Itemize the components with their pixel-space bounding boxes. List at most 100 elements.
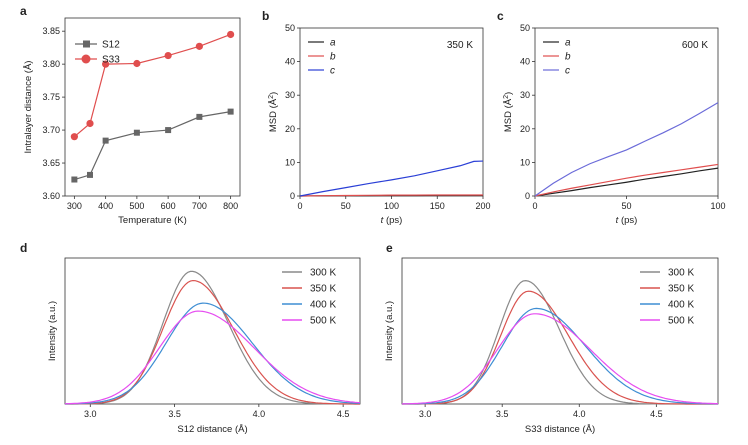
y-tick-label: 3.75 <box>42 92 60 102</box>
y-tick-label: 30 <box>285 90 295 100</box>
x-tick-label: 100 <box>710 201 725 211</box>
x-axis-label: t (ps) <box>381 215 403 226</box>
data-point <box>86 119 94 128</box>
data-point <box>70 133 78 141</box>
series-line-c <box>534 102 719 197</box>
y-tick-label: 40 <box>285 57 295 67</box>
x-tick-label: 0 <box>297 201 302 211</box>
x-tick-label: 700 <box>192 201 207 211</box>
series-curve-300K <box>65 270 360 405</box>
data-point <box>133 59 141 68</box>
x-tick-label: 3.0 <box>419 409 432 419</box>
legend-label: 350 K <box>668 284 694 295</box>
temperature-annotation: 350 K <box>447 40 473 51</box>
y-tick-label: 10 <box>285 157 295 167</box>
data-point <box>196 113 203 120</box>
legend-label: b <box>565 52 571 63</box>
y-tick-label: 3.60 <box>42 191 60 201</box>
x-tick-label: 3.5 <box>496 409 509 419</box>
x-tick-label: 4.0 <box>573 409 586 419</box>
panel-b: b 0 50 100 150 200 0 10 20 30 40 50 t (ps) MSD (Å2) 35… <box>262 9 491 226</box>
legend-label: S12 <box>102 40 120 51</box>
y-tick-label: 3.70 <box>42 125 60 135</box>
data-point <box>133 129 140 136</box>
legend-label: 500 K <box>310 316 336 327</box>
y-tick-label: 3.65 <box>42 158 60 168</box>
y-tick-label: 30 <box>520 90 530 100</box>
legend-label: S33 <box>102 55 120 66</box>
x-tick-label: 600 <box>161 201 176 211</box>
y-axis-label: MSD (Å2) <box>268 92 279 132</box>
data-point <box>227 30 235 39</box>
series-line-S12 <box>74 111 231 181</box>
y-tick-label: 0 <box>290 191 295 201</box>
x-tick-label: 4.5 <box>650 409 663 419</box>
plot-frame-d <box>64 257 361 405</box>
legend-marker <box>83 40 90 48</box>
series-curve-400K <box>65 302 361 405</box>
x-axis-label: S12 distance (Å) <box>177 424 247 435</box>
x-tick-label: 50 <box>341 201 351 211</box>
data-point <box>87 171 93 178</box>
panel-label-a: a <box>20 4 27 18</box>
plot-frame-c <box>534 27 719 197</box>
data-point <box>195 42 203 50</box>
x-axis-label: S33 distance (Å) <box>525 424 595 435</box>
x-tick-label: 3.0 <box>84 409 97 419</box>
y-tick-label: 50 <box>285 23 295 33</box>
x-tick-label: 4.0 <box>253 409 266 419</box>
panel-e: e 3.0 3.5 4.0 4.5 S33 distance (Å) Intensity (… <box>384 241 719 435</box>
data-point <box>164 51 172 60</box>
legend-label: a <box>565 38 571 49</box>
series-line-c <box>299 160 484 197</box>
x-tick-label: 500 <box>129 201 144 211</box>
x-tick-label: 0 <box>532 201 537 211</box>
x-tick-label: 100 <box>384 201 399 211</box>
y-tick-label: 3.80 <box>42 59 60 69</box>
panel-a: a 300 400 500 600 700 800 3.60 3.65 3.70 3.75 3.80 3… <box>20 4 241 226</box>
panel-label-d: d <box>20 241 27 255</box>
x-tick-label: 50 <box>621 201 631 211</box>
y-axis-label: Intensity (a.u.) <box>47 301 58 361</box>
plot-frame-b <box>299 27 484 197</box>
legend-label: 350 K <box>310 284 336 295</box>
plot-frame-a <box>64 17 241 197</box>
x-tick-label: 200 <box>475 201 490 211</box>
x-tick-label: 150 <box>430 201 445 211</box>
y-tick-label: 3.85 <box>42 26 60 36</box>
y-tick-label: 10 <box>520 157 530 167</box>
legend-label: a <box>330 38 336 49</box>
legend-label: 500 K <box>668 316 694 327</box>
y-axis-label: MSD (Å2) <box>503 92 514 132</box>
panel-label-c: c <box>497 9 504 23</box>
series-curve-500K <box>401 313 718 405</box>
series-curve-400K <box>401 307 718 405</box>
y-axis-label: Intralayer distance (Å) <box>23 61 34 154</box>
series-curve-350K <box>402 290 718 405</box>
series-curve-350K <box>65 279 360 405</box>
legend-label: 400 K <box>668 300 694 311</box>
panel-label-e: e <box>386 241 393 255</box>
y-tick-label: 20 <box>520 124 530 134</box>
y-tick-label: 50 <box>520 23 530 33</box>
series-line-S33 <box>73 33 231 138</box>
series-line-b <box>534 163 719 197</box>
x-tick-label: 4.5 <box>337 409 350 419</box>
data-point <box>102 137 109 144</box>
data-point <box>165 127 172 134</box>
series-line-b <box>299 194 483 197</box>
legend-marker <box>81 54 91 64</box>
y-tick-label: 20 <box>285 124 295 134</box>
legend-label: 300 K <box>310 268 336 279</box>
x-tick-label: 400 <box>98 201 113 211</box>
series-curve-500K <box>65 310 361 405</box>
data-point <box>102 60 110 68</box>
temperature-annotation: 600 K <box>682 40 708 51</box>
x-axis-label: t (ps) <box>616 215 638 226</box>
legend-label: c <box>330 66 335 77</box>
panel-d: d 3.0 3.5 4.0 4.5 S12 distance (Å) Intensity (… <box>20 241 361 435</box>
legend-label: b <box>330 52 336 63</box>
y-tick-label: 0 <box>525 191 530 201</box>
x-axis-label: Temperature (K) <box>118 215 187 226</box>
